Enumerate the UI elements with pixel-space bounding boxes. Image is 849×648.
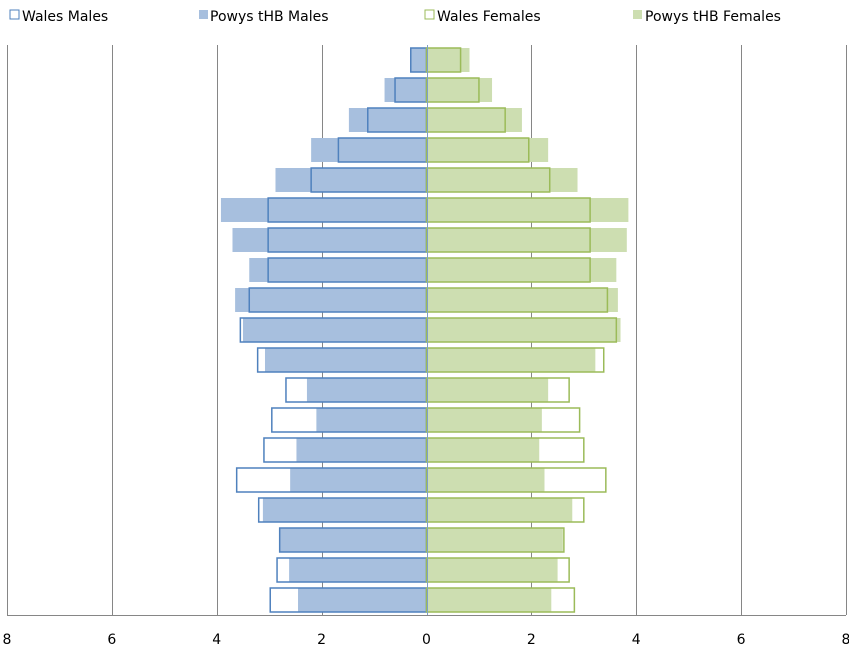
bar-wales-females-5-9: [425, 557, 570, 583]
x-tick-label: 6: [107, 632, 116, 648]
bar-powys-thb-females-55-59: [426, 258, 617, 282]
x-tick-label: 4: [212, 632, 221, 648]
bar-powys-thb-males-20-24: [290, 468, 427, 492]
bar-powys-thb-males-5-9: [289, 558, 427, 582]
bar-powys-thb-females-25-29: [426, 438, 540, 462]
bar-powys-thb-females-20-24: [426, 468, 545, 492]
x-tick-label: 8: [842, 632, 849, 648]
x-tick-label: 6: [737, 632, 746, 648]
bar-powys-thb-males-45-49: [242, 318, 427, 342]
bar-wales-females-25-29: [425, 437, 585, 463]
bar-wales-females-45-49: [425, 317, 618, 343]
legend-item-powys-females: Powys tHB Females: [633, 9, 781, 25]
bar-powys-thb-males-15-19: [262, 498, 427, 522]
bar-powys-thb-females-40-44: [426, 348, 596, 372]
bar-wales-females-85-89: [425, 77, 480, 103]
bar-wales-females-90+: [425, 47, 462, 73]
bar-powys-thb-males-75-79: [311, 138, 427, 162]
legend-swatch-powys-females: [633, 10, 642, 19]
bar-wales-females-80-84: [425, 107, 506, 133]
bar-wales-females-75-79: [425, 137, 530, 163]
bar-powys-thb-males-60-64: [232, 228, 427, 252]
bar-powys-thb-females-0-4: [426, 588, 552, 612]
bar-powys-thb-females-45-49: [426, 318, 621, 342]
bar-powys-thb-females-15-19: [426, 498, 573, 522]
bar-powys-thb-males-50-54: [235, 288, 427, 312]
bar-powys-thb-females-75-79: [426, 138, 549, 162]
bar-powys-thb-females-50-54: [426, 288, 618, 312]
legend-label-wales-males: Wales Males: [22, 9, 108, 25]
bar-powys-thb-females-30-34: [426, 408, 542, 432]
bar-powys-thb-males-35-39: [306, 378, 427, 402]
bar-wales-females-10-14: [425, 527, 565, 553]
legend-swatch-wales-females: [424, 9, 435, 20]
legend-swatch-powys-males: [199, 10, 208, 19]
bar-wales-females-70-74: [425, 167, 551, 193]
bar-powys-thb-males-90+: [410, 48, 427, 72]
bar-wales-females-60-64: [425, 227, 591, 253]
bar-powys-thb-females-70-74: [426, 168, 578, 192]
x-axis-tick-labels: 8 6 4 2 0 2 4 6 8: [3, 632, 849, 648]
x-tick-label: 8: [3, 632, 12, 648]
bar-powys-thb-males-65-69: [220, 198, 427, 222]
bar-powys-thb-males-10-14: [279, 528, 427, 552]
bar-powys-thb-females-65-69: [426, 198, 629, 222]
bar-wales-females-40-44: [425, 347, 605, 373]
bar-wales-females-55-59: [425, 257, 591, 283]
bar-powys-thb-males-40-44: [264, 348, 427, 372]
bar-wales-females-35-39: [425, 377, 570, 403]
x-tick-label: 2: [527, 632, 536, 648]
bar-wales-females-15-19: [425, 497, 585, 523]
bar-wales-females-50-54: [425, 287, 609, 313]
legend-item-powys-males: Powys tHB Males: [199, 9, 329, 25]
bar-powys-thb-females-10-14: [426, 528, 563, 552]
bar-wales-females-30-34: [425, 407, 581, 433]
legend-label-powys-males: Powys tHB Males: [210, 9, 329, 25]
x-tick-label: 0: [422, 632, 431, 648]
legend-label-powys-females: Powys tHB Females: [645, 9, 781, 25]
bar-powys-thb-females-85-89: [426, 78, 493, 102]
bar-powys-thb-females-5-9: [426, 558, 558, 582]
bar-wales-females-65-69: [425, 197, 591, 223]
bar-powys-thb-males-0-4: [298, 588, 427, 612]
bar-powys-thb-males-85-89: [384, 78, 427, 102]
legend-label-wales-females: Wales Females: [437, 9, 541, 25]
legend: Wales Males Powys tHB Males Wales Female…: [9, 9, 781, 25]
bar-powys-thb-males-55-59: [249, 258, 427, 282]
bar-powys-thb-females-35-39: [426, 378, 549, 402]
bar-powys-thb-males-70-74: [275, 168, 427, 192]
bar-wales-females-0-4: [425, 587, 576, 613]
x-tick-label: 2: [317, 632, 326, 648]
bar-powys-thb-males-25-29: [296, 438, 427, 462]
legend-swatch-wales-males: [9, 9, 20, 20]
bar-powys-thb-females-60-64: [426, 228, 627, 252]
bar-powys-thb-females-90+: [426, 48, 470, 72]
x-tick-label: 4: [632, 632, 641, 648]
legend-item-wales-males: Wales Males: [9, 9, 108, 25]
bar-powys-thb-males-30-34: [316, 408, 427, 432]
legend-item-wales-females: Wales Females: [424, 9, 541, 25]
plot-area: [7, 45, 847, 616]
bar-powys-thb-males-80-84: [348, 108, 427, 132]
bar-wales-females-20-24: [425, 467, 607, 493]
bar-powys-thb-females-80-84: [426, 108, 522, 132]
